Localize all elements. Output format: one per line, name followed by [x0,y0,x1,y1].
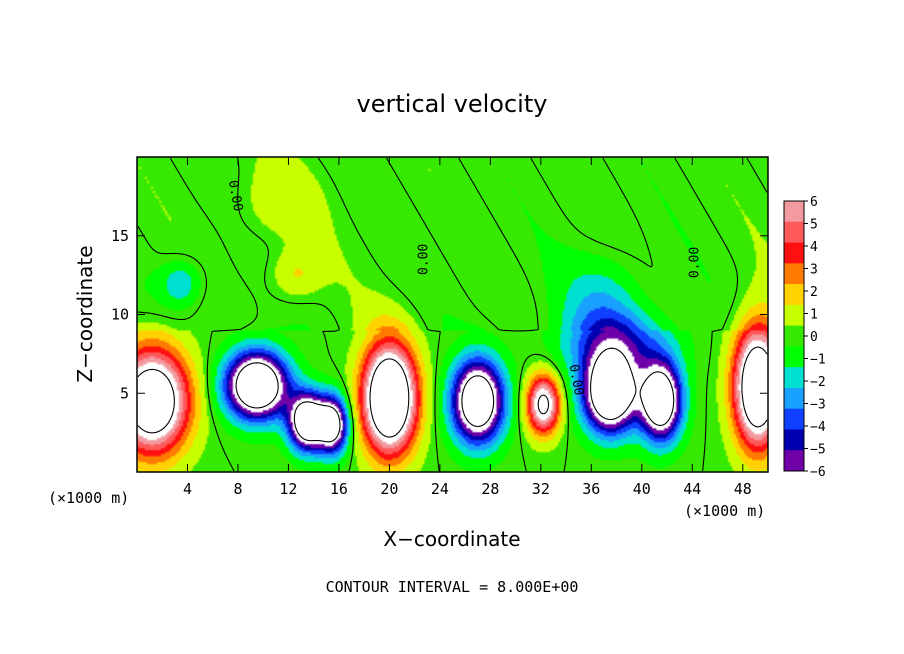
y-axis: 5 10 15 [111,227,768,402]
colorbar-label: 5 [810,218,818,233]
x-unit-left: (×1000 m) [48,489,129,507]
contour-interval-note: CONTOUR INTERVAL = 8.000E+00 [326,578,579,596]
x-tick-label: 16 [330,480,348,498]
colorbar-swatch [784,367,804,389]
colorbar-label: −6 [810,465,826,480]
contour-lines: 0.00 0.00 0.00 0.00 0.00 [126,157,768,472]
y-tick-label: 15 [111,227,129,245]
colorbar-label: −1 [810,353,826,368]
x-tick-label: 36 [582,480,600,498]
colorbar-label: 3 [810,263,818,278]
zero-contour [137,157,768,472]
y-tick-label: 10 [111,306,129,324]
colorbar-swatch [784,346,804,368]
colorbar-swatch [784,408,804,430]
velocity-field [137,157,768,472]
y-axis-label: Z−coordinate [73,245,97,382]
colorbar-swatch [784,284,804,306]
colorbar-swatch [784,387,804,409]
colorbar-label: 2 [810,285,818,300]
x-tick-label: 4 [183,480,192,498]
colorbar-label: −3 [810,398,826,413]
x-tick-label: 40 [633,480,651,498]
colorbar-swatch [784,325,804,347]
colorbar-label: −2 [810,375,826,390]
colorbar-swatch [784,201,804,223]
colorbar-label: −4 [810,420,826,435]
x-tick-label: 48 [734,480,752,498]
colorbar-swatch [784,304,804,326]
negative-contour [235,347,675,443]
colorbar-label: 4 [810,240,818,255]
colorbar-label: 1 [810,308,818,323]
zero-contour-label: 0.00 [225,179,245,212]
colorbar: 6 5 4 3 2 1 0 −1 −2 −3 −4 −5 −6 [783,195,826,480]
zero-contour-label: 0.00 [416,244,431,275]
colorbar-swatch [784,242,804,264]
x-tick-label: 24 [431,480,449,498]
x-tick-label: 44 [683,480,701,498]
chart-title: vertical velocity [357,90,548,118]
y-tick-label: 5 [120,384,129,402]
x-tick-label: 32 [532,480,550,498]
colorbar-label: −5 [810,443,826,458]
zero-contour-label: 0.00 [566,363,586,396]
x-unit-right: (×1000 m) [684,502,765,520]
zero-contour-label: 0.00 [126,291,141,322]
x-tick-label: 28 [481,480,499,498]
colorbar-swatch [784,450,804,472]
x-tick-label: 8 [233,480,242,498]
x-tick-label: 12 [279,480,297,498]
zero-contour-label: 0.00 [688,247,703,278]
colorbar-label: 6 [810,195,818,210]
x-tick-label: 20 [380,480,398,498]
x-axis: 4 8 12 16 20 24 28 32 36 40 44 48 [183,157,752,498]
x-axis-label: X−coordinate [383,527,520,551]
colorbar-swatch [784,263,804,285]
colorbar-swatch [784,429,804,451]
colorbar-label: 0 [810,330,818,345]
colorbar-swatch [784,221,804,243]
positive-contour [137,346,768,438]
